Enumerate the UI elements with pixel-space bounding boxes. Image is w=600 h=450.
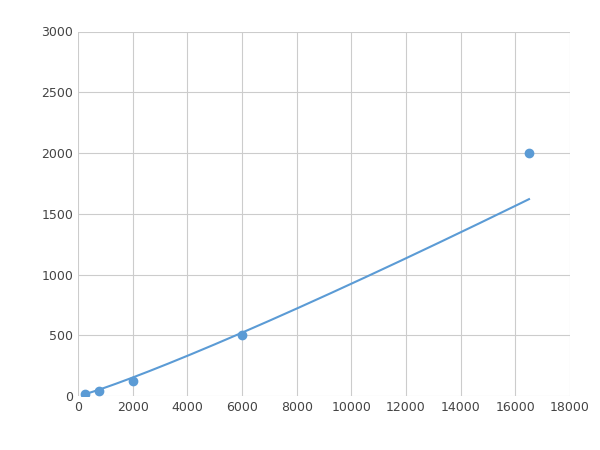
- Point: [94, 387, 103, 395]
- Point: [237, 332, 247, 339]
- Point: [128, 378, 137, 385]
- Point: [524, 149, 534, 157]
- Point: [80, 390, 89, 397]
